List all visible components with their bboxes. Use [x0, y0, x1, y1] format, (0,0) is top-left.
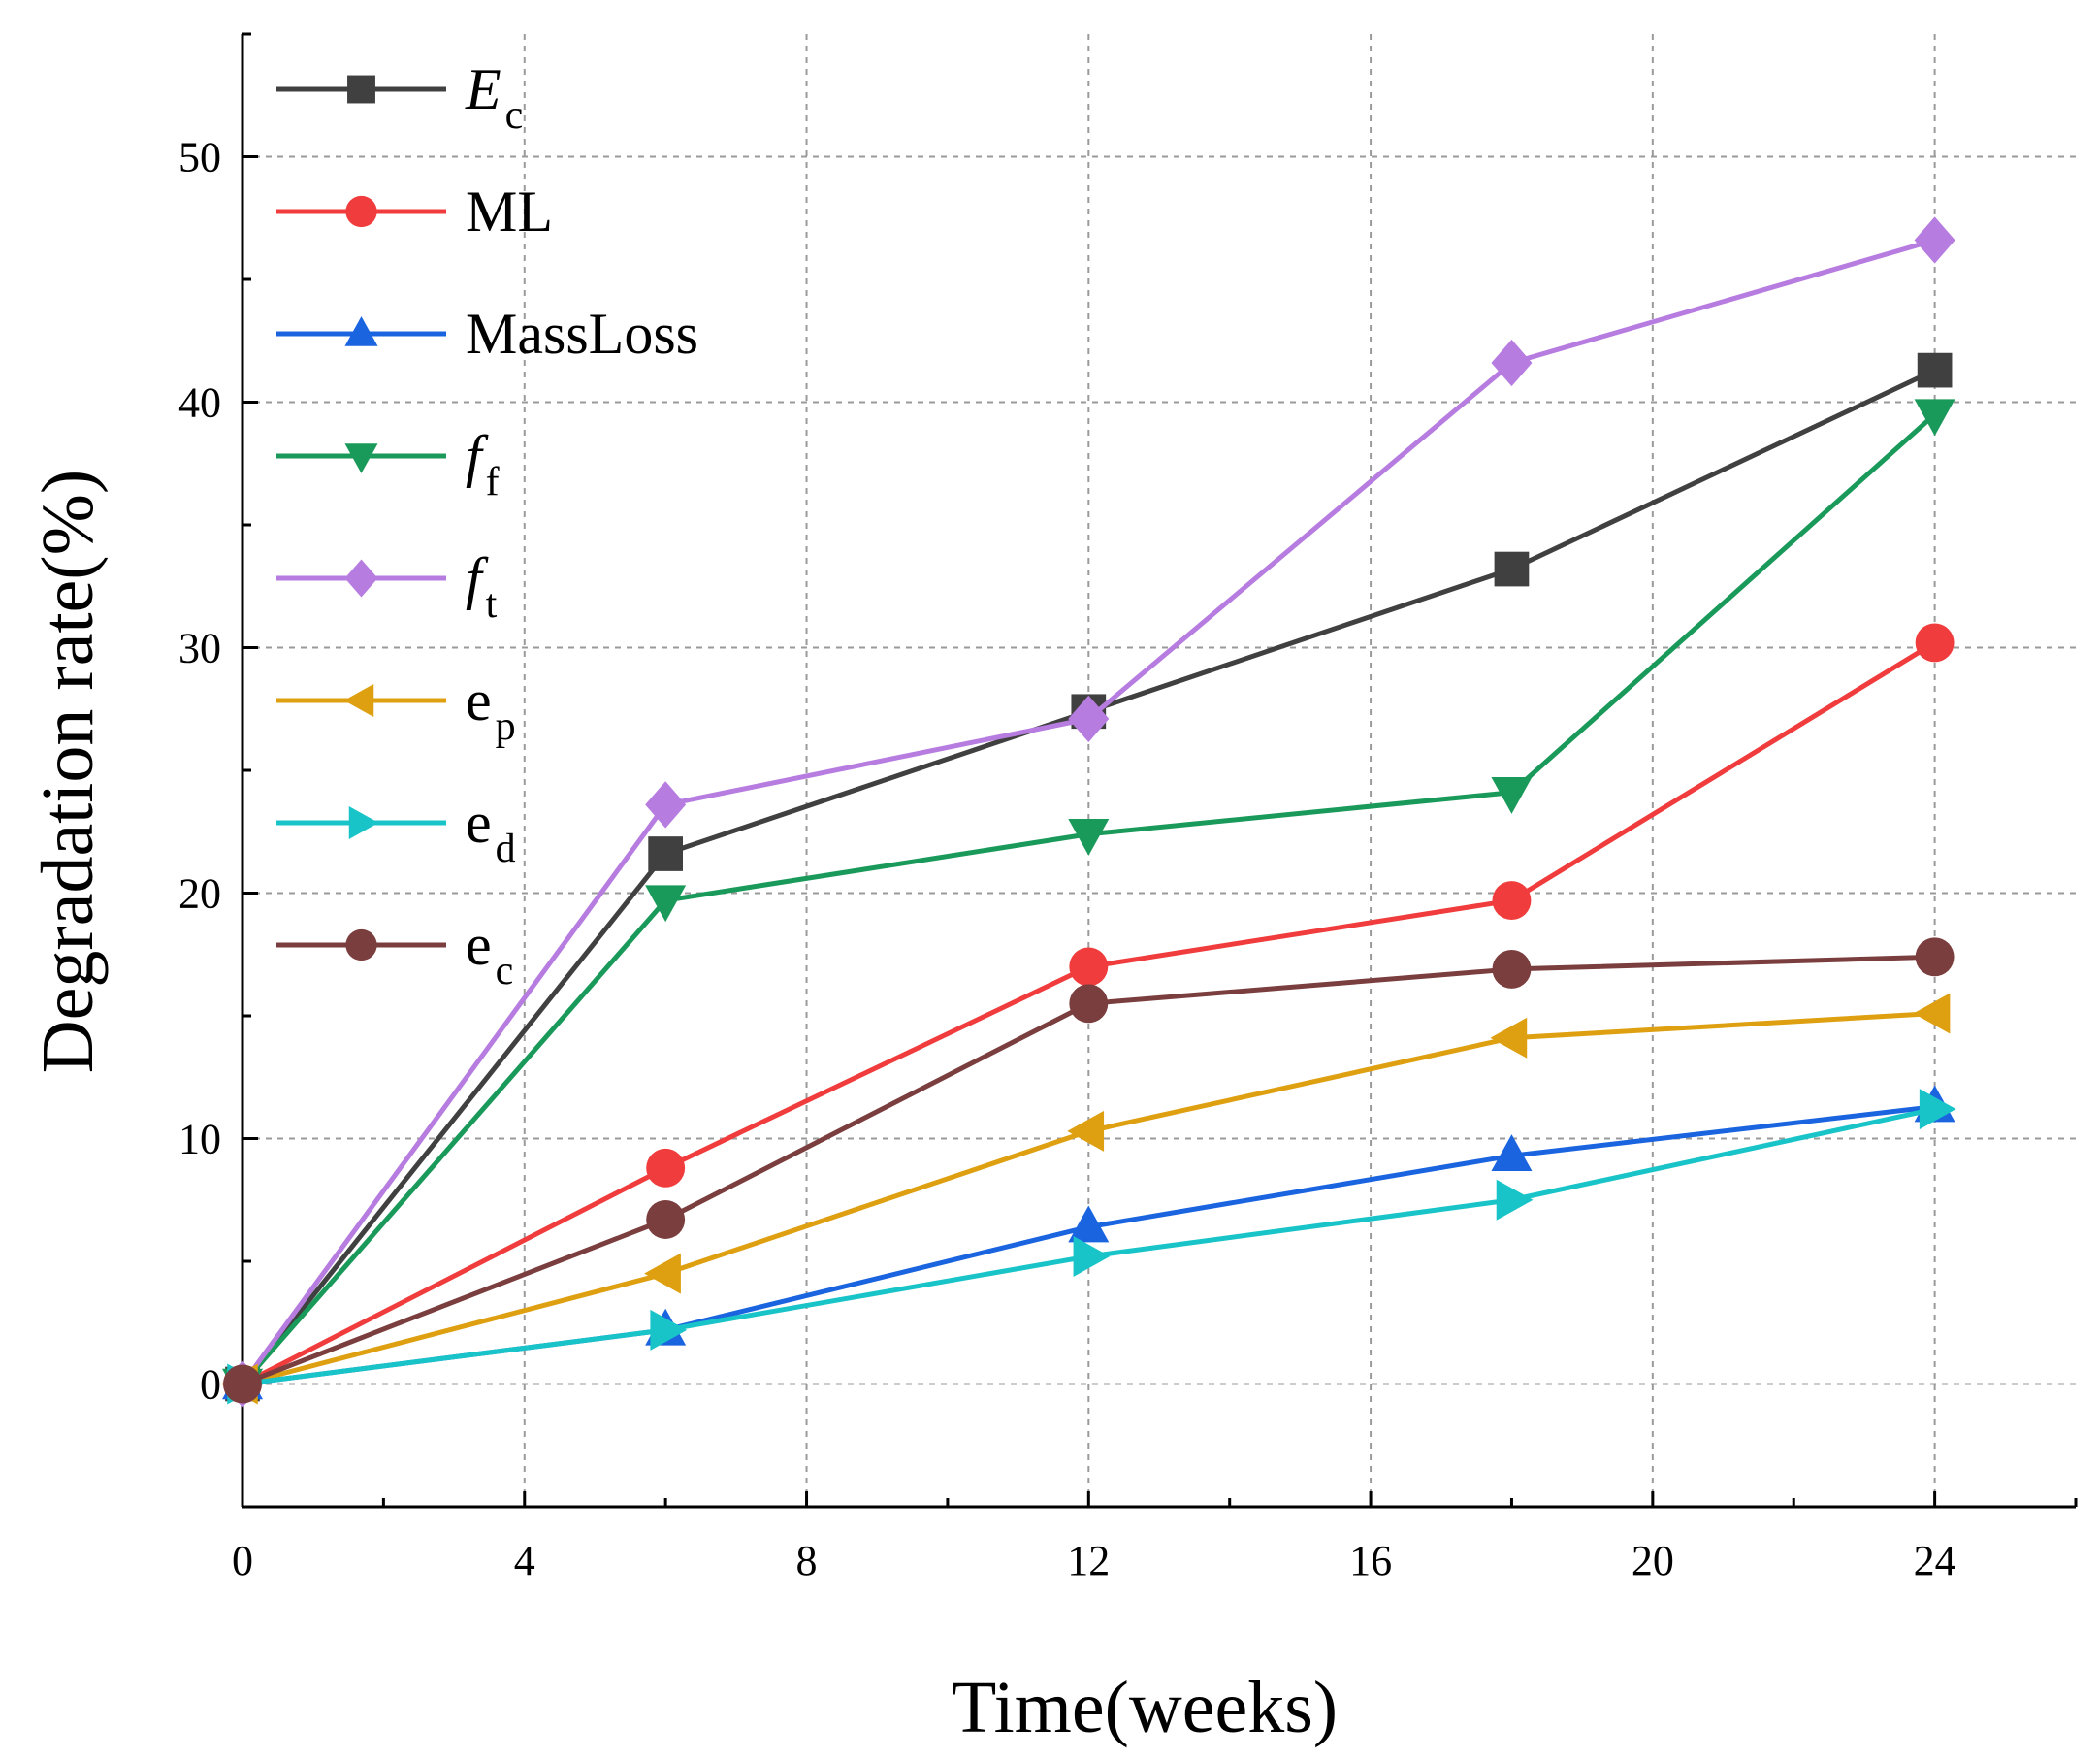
y-tick-label: 10 — [178, 1116, 221, 1163]
x-tick-label: 4 — [514, 1537, 535, 1584]
legend-marker — [347, 75, 375, 104]
legend-label: Ec — [465, 57, 523, 138]
x-tick-label: 0 — [232, 1537, 253, 1584]
legend-marker — [345, 195, 377, 228]
x-tick-label: 24 — [1914, 1537, 1956, 1584]
legend-entry-ep: ep — [276, 668, 516, 749]
data-point-ec — [1494, 551, 1530, 587]
legend-entry-ec: Ec — [276, 57, 523, 138]
x-tick-label: 16 — [1349, 1537, 1392, 1584]
y-tick-label: 0 — [200, 1361, 221, 1409]
legend-marker — [344, 316, 378, 346]
legend-marker — [344, 559, 378, 598]
y-tick-label: 30 — [178, 625, 221, 672]
data-point-ft — [1491, 339, 1533, 387]
legend-marker — [348, 806, 379, 839]
data-point-ml — [1492, 881, 1532, 921]
data-point-ml — [646, 1148, 686, 1188]
data-point-massloss — [1068, 1205, 1110, 1243]
data-point-ft — [1914, 216, 1955, 264]
y-tick-label: 50 — [178, 134, 221, 181]
legend-label: ep — [466, 668, 516, 749]
data-point-ec — [1492, 949, 1532, 989]
x-tick-label: 8 — [796, 1537, 818, 1584]
legend-entry-ff: ff — [276, 424, 500, 505]
legend-label: ff — [466, 424, 500, 505]
data-point-ff — [1914, 399, 1955, 437]
x-tick-label: 20 — [1632, 1537, 1674, 1584]
data-point-ec — [646, 1200, 686, 1239]
legend-entry-massloss: MassLoss — [276, 302, 698, 366]
data-point-massloss — [1491, 1134, 1533, 1171]
legend-label: MassLoss — [466, 302, 698, 366]
legend-marker — [345, 928, 377, 961]
legend-label: ML — [466, 179, 553, 244]
x-axis-title: Time(weeks) — [952, 1667, 1338, 1748]
data-point-ft — [1068, 695, 1110, 743]
series-layer — [220, 216, 1956, 1408]
data-point-ed — [650, 1309, 688, 1351]
data-point-ed — [1496, 1179, 1534, 1221]
axes-layer: 0 4 8 12 16 20 24 0 10 20 30 40 50 — [178, 32, 2078, 1584]
data-point-ep — [1490, 1017, 1528, 1059]
y-axis-title: Degradation rate(%) — [27, 470, 109, 1073]
data-point-ec — [1917, 352, 1953, 388]
series-ec — [223, 937, 1955, 1404]
y-tick-label: 20 — [178, 870, 221, 918]
data-point-ep — [644, 1253, 681, 1294]
data-point-ed — [1919, 1089, 1956, 1130]
x-tick-label: 12 — [1067, 1537, 1110, 1584]
data-point-ep — [1067, 1110, 1105, 1152]
data-point-ed — [1073, 1235, 1111, 1277]
data-point-ec — [223, 1364, 262, 1404]
legend-entry-ed: ed — [276, 791, 516, 871]
data-point-ep — [1913, 993, 1951, 1034]
data-point-ml — [1915, 623, 1955, 663]
legend-entry-ec: ec — [276, 913, 513, 994]
legend-label: ed — [466, 791, 516, 871]
series-ft — [222, 216, 1955, 1408]
data-point-ec — [648, 836, 684, 871]
grid-layer — [242, 34, 2076, 1507]
data-point-ml — [1069, 947, 1109, 987]
legend: Ec ML MassLoss ff ft ep ed ec — [276, 57, 698, 994]
legend-label: ft — [466, 546, 498, 627]
data-point-ff — [1491, 777, 1533, 814]
legend-entry-ft: ft — [276, 546, 498, 627]
legend-marker — [344, 443, 378, 473]
data-point-ec — [1915, 937, 1955, 977]
y-tick-label: 40 — [178, 379, 221, 427]
data-point-ec — [1069, 984, 1109, 1024]
data-point-ff — [645, 885, 687, 923]
data-point-ff — [1068, 819, 1110, 856]
data-point-ft — [645, 781, 687, 829]
legend-entry-ml: ML — [276, 179, 553, 244]
legend-marker — [343, 684, 374, 717]
legend-label: ec — [466, 913, 513, 994]
